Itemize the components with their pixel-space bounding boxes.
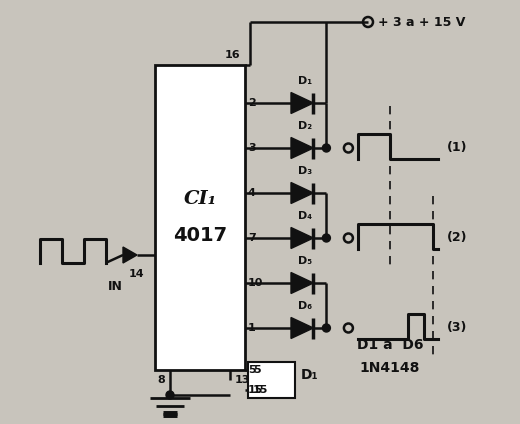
Text: (1): (1) [446,142,467,154]
Polygon shape [291,92,314,114]
Polygon shape [291,182,314,204]
Polygon shape [291,273,314,293]
Text: 4017: 4017 [173,226,227,245]
Circle shape [322,144,330,152]
Text: 8: 8 [157,375,165,385]
Circle shape [166,391,174,399]
Text: 5: 5 [248,365,256,375]
Text: D₅: D₅ [298,256,312,266]
Bar [248,362,295,398]
Text: 3: 3 [248,143,256,153]
Text: 1: 1 [248,323,256,333]
Text: IN: IN [108,280,122,293]
Circle shape [322,324,330,332]
Text: + 3 a + 15 V: + 3 a + 15 V [378,16,465,28]
Text: 15: 15 [248,385,263,395]
Text: D₁: D₁ [301,368,319,382]
Polygon shape [291,137,314,159]
Text: 7: 7 [248,233,256,243]
Text: 5: 5 [253,365,261,375]
Polygon shape [123,247,137,263]
Circle shape [322,234,330,242]
Text: 1N4148: 1N4148 [360,361,420,375]
Polygon shape [291,228,314,248]
Polygon shape [291,318,314,338]
Text: (3): (3) [446,321,467,335]
Text: D₃: D₃ [298,166,312,176]
Text: 10: 10 [248,278,263,288]
Text: (2): (2) [446,232,467,245]
Text: 14: 14 [129,269,145,279]
Text: D₄: D₄ [298,211,312,221]
Text: D₆: D₆ [298,301,312,311]
Text: D₂: D₂ [298,121,312,131]
Text: 16: 16 [224,50,240,60]
Bar [155,65,245,370]
Text: D₁: D₁ [298,76,312,86]
Text: CI₁: CI₁ [184,190,216,209]
Text: 4: 4 [248,188,256,198]
Text: 15: 15 [253,385,268,395]
Text: 2: 2 [248,98,256,108]
Text: 13: 13 [235,375,250,385]
Text: D1 a  D6: D1 a D6 [357,338,423,352]
